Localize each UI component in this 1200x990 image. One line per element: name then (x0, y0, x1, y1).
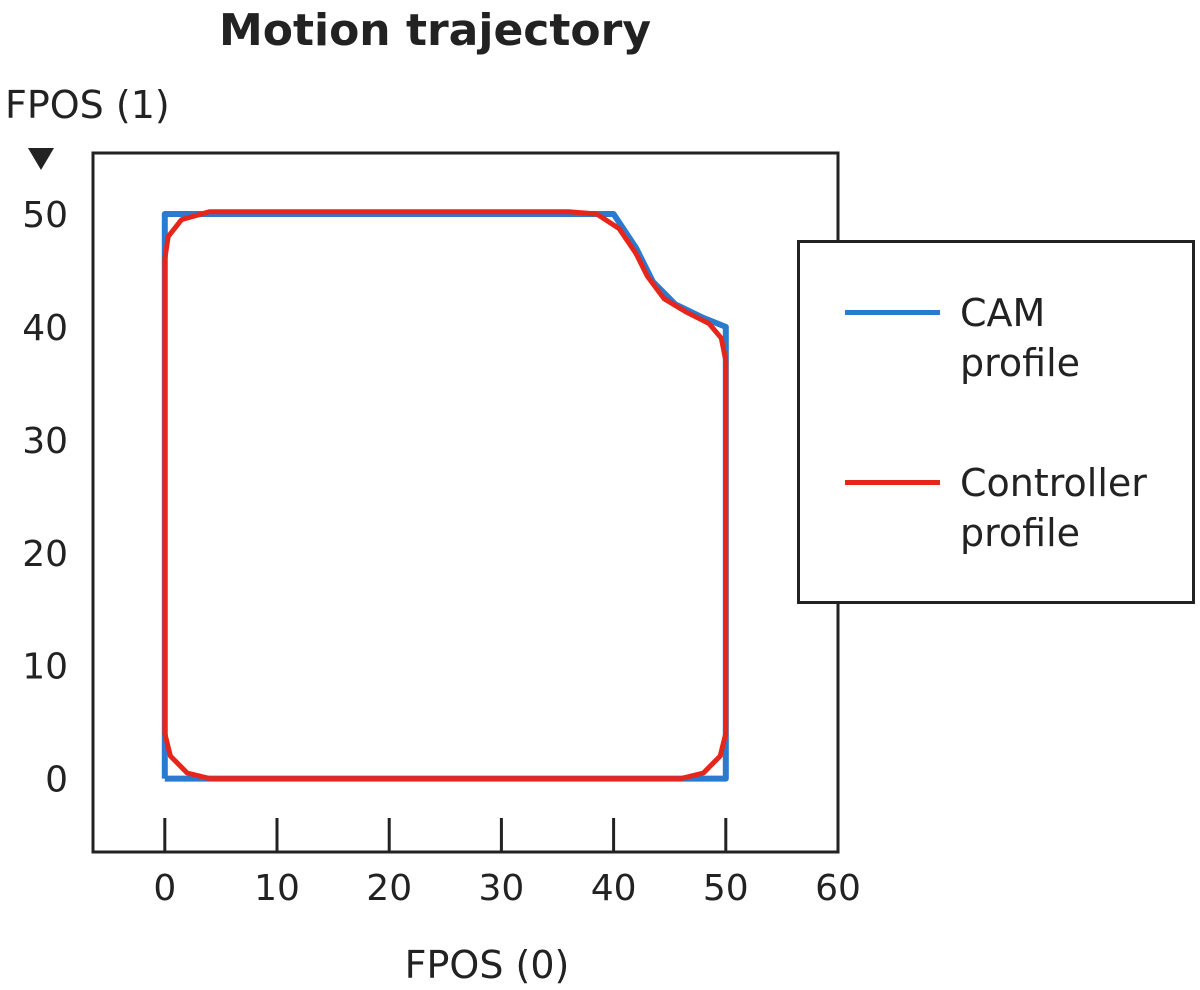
y-tick-label: 40 (22, 308, 68, 349)
legend-item: CAM profile (845, 288, 1175, 388)
chart-title: Motion trajectory (219, 5, 651, 56)
y-tick-label: 50 (22, 195, 68, 236)
x-tick-label: 0 (153, 868, 176, 909)
axis-arrow (28, 148, 54, 170)
y-tick-label: 10 (22, 647, 68, 688)
y-tick-label: 20 (22, 534, 68, 575)
series-line (161, 211, 729, 782)
series-line (162, 209, 729, 782)
x-tick-label: 30 (478, 868, 524, 909)
x-tick-label: 50 (703, 868, 749, 909)
legend: CAM profile Controller profile (797, 240, 1195, 604)
legend-swatch (845, 480, 940, 485)
legend-swatch (845, 310, 940, 315)
x-tick-label: 40 (591, 868, 637, 909)
legend-label: Controller profile (960, 461, 1147, 555)
x-tick-label: 10 (254, 868, 300, 909)
y-tick-label: 0 (45, 760, 68, 801)
y-tick-label: 30 (22, 421, 68, 462)
legend-label: CAM profile (960, 291, 1081, 385)
x-axis-label: FPOS (0) (405, 943, 570, 987)
legend-item: Controller profile (845, 458, 1175, 558)
y-axis-label: FPOS (1) (5, 83, 170, 127)
x-tick-label: 20 (366, 868, 412, 909)
x-tick-label: 60 (815, 868, 861, 909)
